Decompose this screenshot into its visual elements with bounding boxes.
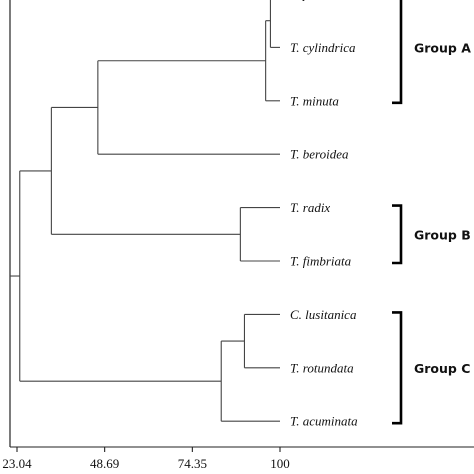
leaf-label-c-lusitanica: C. lusitanica [290, 307, 357, 322]
axis-tick-label: 100 [270, 456, 290, 471]
leaf-label-t-cylindrica: T. cylindrica [290, 40, 356, 55]
leaf-label-t-acuminata: T. acuminata [290, 414, 358, 429]
axis-tick-label: 23.04 [2, 456, 32, 471]
group-bracket [392, 0, 403, 105]
axis-tick-label: 48.69 [90, 456, 119, 471]
leaf-label-t-radix: T. radix [290, 200, 330, 215]
leaf-label-t-beroidea: T. beroidea [290, 147, 349, 162]
group-label: Group B [414, 227, 471, 242]
group-bracket [392, 204, 403, 265]
leaf-label-t-fimbriata: T. fimbriata [290, 254, 352, 269]
group-bracket [392, 311, 403, 425]
leaf-label-t-minuta: T. minuta [290, 93, 339, 108]
leaf-label-t-top: T. p [290, 0, 310, 2]
leaf-label-t-rotundata: T. rotundata [290, 360, 354, 375]
group-label: Group A [414, 40, 471, 55]
axis-tick-label: 74.35 [178, 456, 207, 471]
group-label: Group C [414, 361, 470, 376]
